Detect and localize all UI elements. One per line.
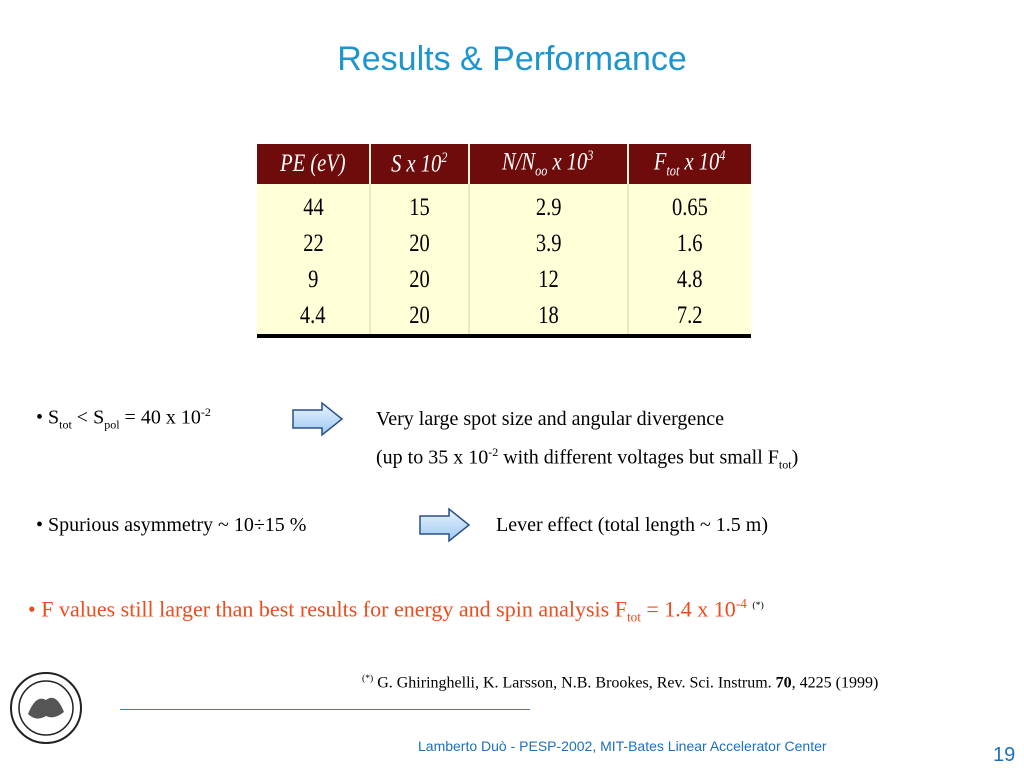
text: 70 bbox=[775, 674, 792, 692]
table-cell: 18 bbox=[467, 298, 628, 338]
cell-text: 0.65 bbox=[671, 194, 708, 221]
text: • F values still larger than best result… bbox=[28, 596, 627, 622]
highlight: • F values still larger than best result… bbox=[28, 596, 764, 626]
text: x 10 bbox=[679, 148, 720, 176]
cell-text: 1.6 bbox=[676, 230, 703, 257]
table-cell: 3.9 bbox=[467, 226, 628, 262]
text: x 10 bbox=[547, 148, 588, 176]
table-cell: 20 bbox=[369, 298, 469, 338]
reference: (*) G. Ghiringhelli, K. Larsson, N.B. Br… bbox=[362, 673, 878, 692]
table-cell: 0.65 bbox=[626, 184, 751, 226]
table-row: 22 20 3.9 1.6 bbox=[257, 226, 751, 262]
cell-text: 20 bbox=[409, 302, 430, 329]
bullet-result: Lever effect (total length ~ 1.5 m) bbox=[496, 514, 768, 537]
header-row: PE (eV) S x 102 N/Noo x 103 Ftot x 104 bbox=[257, 144, 751, 184]
text: = 40 x 10 bbox=[119, 406, 201, 429]
text: PE (eV) bbox=[280, 150, 346, 177]
text: Very large spot size and angular diverge… bbox=[376, 408, 725, 430]
text: • S bbox=[36, 406, 60, 429]
sup: (*) bbox=[752, 600, 764, 611]
text: Lever effect (total length ~ 1.5 m) bbox=[496, 514, 769, 536]
sub: tot bbox=[59, 417, 72, 432]
arrow bbox=[419, 507, 471, 543]
bullet-result: (up to 35 x 10-2 with different voltages… bbox=[376, 445, 798, 473]
table-cell: 9 bbox=[257, 262, 371, 298]
cell-text: 4.4 bbox=[300, 302, 326, 329]
table-cell: 7.2 bbox=[626, 298, 751, 338]
text: ) bbox=[791, 446, 799, 469]
table-cell: 20 bbox=[369, 262, 469, 298]
table-cell: 2.9 bbox=[467, 184, 628, 226]
results-table: PE (eV) S x 102 N/Noo x 103 Ftot x 104 4… bbox=[257, 144, 751, 338]
bullet: • Spurious asymmetry ~ 10÷15 % bbox=[36, 514, 306, 537]
table-row: 9 20 12 4.8 bbox=[257, 262, 751, 298]
divider bbox=[120, 709, 530, 710]
cell-text: 20 bbox=[409, 266, 430, 293]
cell-text: 4.8 bbox=[676, 266, 703, 293]
header-cell: Ftot x 104 bbox=[626, 144, 751, 184]
cell-text: 15 bbox=[409, 194, 430, 221]
table-cell: 15 bbox=[369, 184, 469, 226]
arrow bbox=[292, 401, 344, 437]
sup: 4 bbox=[719, 147, 726, 164]
cell-text: 18 bbox=[537, 302, 559, 329]
sub: tot bbox=[666, 163, 680, 180]
bullet: • Stot < Spol = 40 x 10-2 bbox=[36, 405, 211, 433]
text: with different voltages but small F bbox=[498, 446, 779, 469]
slide-title: Results & Performance bbox=[337, 40, 687, 78]
footer: Lamberto Duò - PESP-2002, MIT-Bates Line… bbox=[418, 738, 827, 754]
table-row: 4.4 20 18 7.2 bbox=[257, 298, 751, 338]
cell-text: 22 bbox=[302, 230, 324, 257]
text: F bbox=[653, 148, 667, 176]
sup: 2 bbox=[441, 149, 448, 166]
sup: -4 bbox=[735, 596, 747, 611]
header-cell: N/Noo x 103 bbox=[467, 144, 628, 184]
table-body: 44 15 2.9 0.65 22 20 3.9 1.6 9 20 12 4.8 4.4 20 18 7.2 bbox=[257, 184, 751, 338]
text: , 4225 (1999) bbox=[791, 674, 879, 692]
sup: -2 bbox=[200, 405, 211, 419]
cell-text: 3.9 bbox=[535, 230, 561, 257]
cell-text: 2.9 bbox=[535, 194, 561, 221]
header-cell: PE (eV) bbox=[257, 144, 371, 184]
header-cell: S x 102 bbox=[369, 144, 469, 184]
table-cell: 1.6 bbox=[626, 226, 751, 262]
cell-text: 7.2 bbox=[676, 302, 703, 329]
bullet-result: Very large spot size and angular diverge… bbox=[376, 408, 724, 431]
table-cell: 12 bbox=[467, 262, 628, 298]
text: S x 10 bbox=[391, 150, 442, 178]
table-cell: 4.4 bbox=[257, 298, 371, 338]
cell-text: 44 bbox=[302, 194, 324, 221]
table-cell: 22 bbox=[257, 226, 371, 262]
sub: pol bbox=[104, 417, 120, 432]
text: • Spurious asymmetry ~ 10÷15 % bbox=[36, 514, 307, 536]
logo bbox=[10, 672, 82, 744]
sup: -2 bbox=[488, 445, 499, 459]
page-number: 19 bbox=[993, 744, 1016, 766]
cell-text: 20 bbox=[409, 230, 430, 257]
text: < S bbox=[71, 406, 105, 429]
text: N/N bbox=[502, 148, 536, 176]
cell-text: 9 bbox=[307, 266, 319, 293]
table-cell: 20 bbox=[369, 226, 469, 262]
table-cell: 44 bbox=[257, 184, 371, 226]
text: = 1.4 x 10 bbox=[640, 596, 736, 622]
table-cell: 4.8 bbox=[626, 262, 751, 298]
sup: (*) bbox=[362, 673, 374, 684]
table-row: 44 15 2.9 0.65 bbox=[257, 184, 751, 226]
text: G. Ghiringhelli, K. Larsson, N.B. Brooke… bbox=[373, 674, 776, 692]
text: (up to 35 x 10 bbox=[376, 446, 489, 469]
sub: oo bbox=[535, 163, 548, 180]
sub: tot bbox=[778, 457, 792, 472]
sup: 3 bbox=[587, 147, 594, 164]
cell-text: 12 bbox=[537, 266, 559, 293]
sub: tot bbox=[626, 609, 641, 625]
